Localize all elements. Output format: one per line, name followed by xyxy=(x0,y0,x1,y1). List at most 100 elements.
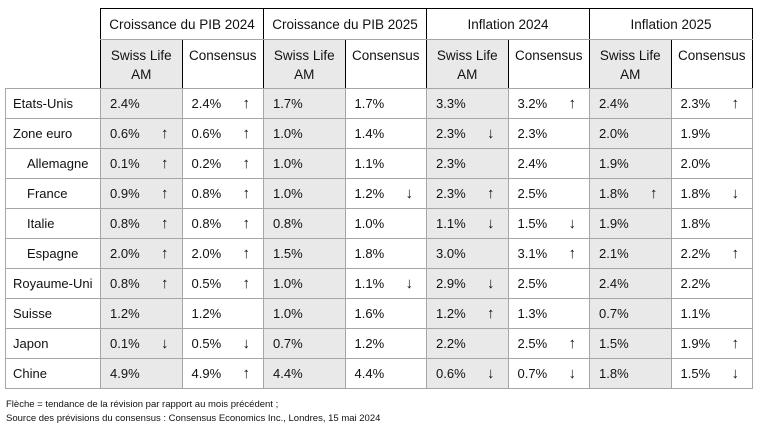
trend-up-arrow-icon: ↑ xyxy=(242,215,251,232)
table-row: Italie 0.8% ↑ 0.8% ↑ 0.8% 1.0% 1.1% ↓ 1.5% ↓ 1.9% 1.… xyxy=(5,208,754,239)
cell-value: 0.8% xyxy=(110,216,140,231)
cell-value: 0.1% xyxy=(110,336,140,351)
cell-content: 4.9% ↑ xyxy=(183,359,264,388)
consensus-cell: 2.0% xyxy=(670,148,754,179)
trend-up-arrow-icon: ↑ xyxy=(161,215,169,232)
trend-up-arrow-icon: ↑ xyxy=(242,95,251,112)
cell-content: 1.5% ↓ xyxy=(509,209,590,238)
cell-value: 1.9% xyxy=(599,216,629,231)
swiss-life-am-cell: 2.0% ↑ xyxy=(100,238,183,269)
consensus-cell: 0.8% ↑ xyxy=(181,208,264,239)
row-label: Japon xyxy=(5,328,101,359)
cell-value: 2.0% xyxy=(110,246,140,261)
table-row: Royaume-Uni 0.8% ↑ 0.5% ↑ 1.0% 1.1% ↓ 2.9% ↓ 2.5% 2… xyxy=(5,268,754,299)
swiss-life-am-cell: 2.3% ↓ xyxy=(426,118,509,149)
swiss-life-am-cell: 0.6% ↑ xyxy=(100,118,183,149)
cell-content: 1.0% xyxy=(264,119,345,148)
swiss-life-am-cell: 2.9% ↓ xyxy=(426,268,509,299)
cell-value: 2.0% xyxy=(680,156,711,171)
cell-content: 1.0% xyxy=(264,149,345,178)
swiss-life-am-cell: 0.7% xyxy=(589,298,672,329)
cell-content: 1.0% xyxy=(264,179,345,208)
consensus-cell: 1.0% xyxy=(344,208,427,239)
consensus-cell: 3.1% ↑ xyxy=(507,238,591,269)
cell-value: 0.9% xyxy=(110,186,140,201)
swiss-life-am-cell: 2.3% ↑ xyxy=(426,178,509,209)
trend-down-arrow-icon: ↓ xyxy=(487,275,495,292)
trend-up-arrow-icon: ↑ xyxy=(731,245,740,262)
consensus-cell: 3.2% ↑ xyxy=(507,88,591,119)
swiss-life-am-cell: 3.0% xyxy=(426,238,509,269)
cell-content: 2.3% ↑ xyxy=(427,179,508,208)
swiss-life-am-cell: 2.2% xyxy=(426,328,509,359)
cell-content: 1.0% xyxy=(346,209,427,238)
cell-content: 1.3% xyxy=(509,299,590,328)
trend-down-arrow-icon: ↓ xyxy=(487,365,495,382)
footnote-arrow-legend: Flèche = tendance de la révision par rap… xyxy=(6,399,279,410)
cell-content: 0.6% ↓ xyxy=(427,359,508,388)
cell-value: 2.2% xyxy=(436,336,466,351)
cell-value: 1.1% xyxy=(354,276,385,291)
cell-value: 0.7% xyxy=(273,336,303,351)
cell-value: 2.0% xyxy=(599,126,629,141)
subheader-consensus: Consensus xyxy=(507,39,591,89)
consensus-cell: 4.4% xyxy=(344,358,427,389)
swiss-life-am-cell: 1.0% xyxy=(263,148,346,179)
cell-value: 0.5% xyxy=(191,336,222,351)
cell-value: 1.0% xyxy=(354,216,385,231)
consensus-cell: 1.6% xyxy=(344,298,427,329)
cell-value: 2.4% xyxy=(599,96,629,111)
trend-down-arrow-icon: ↓ xyxy=(568,365,577,382)
cell-content: 0.8% ↑ xyxy=(183,209,264,238)
cell-content: 2.5% ↑ xyxy=(509,329,590,358)
consensus-cell: 1.1% xyxy=(670,298,754,329)
cell-value: 1.5% xyxy=(273,246,303,261)
trend-up-arrow-icon: ↑ xyxy=(242,365,251,382)
trend-down-arrow-icon: ↓ xyxy=(405,275,414,292)
cell-value: 1.6% xyxy=(354,306,385,321)
cell-content: 1.0% xyxy=(264,269,345,298)
swiss-life-am-cell: 0.7% xyxy=(263,328,346,359)
cell-value: 2.4% xyxy=(599,276,629,291)
cell-value: 2.1% xyxy=(599,246,629,261)
trend-up-arrow-icon: ↑ xyxy=(161,275,169,292)
trend-up-arrow-icon: ↑ xyxy=(242,155,251,172)
cell-value: 2.3% xyxy=(436,156,466,171)
trend-up-arrow-icon: ↑ xyxy=(487,305,495,322)
consensus-cell: 1.3% xyxy=(507,298,591,329)
trend-down-arrow-icon: ↓ xyxy=(731,365,740,382)
swiss-life-am-cell: 1.0% xyxy=(263,118,346,149)
swiss-life-am-cell: 0.8% xyxy=(263,208,346,239)
cell-content: 0.8% xyxy=(264,209,345,238)
group-header-pib-2025: Croissance du PIB 2025 xyxy=(263,8,427,40)
row-label: Allemagne xyxy=(5,148,101,179)
cell-value: 0.8% xyxy=(110,276,140,291)
cell-content: 2.2% ↑ xyxy=(672,239,753,268)
row-label: France xyxy=(5,178,101,209)
corner-cell xyxy=(5,8,101,40)
cell-content: 2.4% xyxy=(509,149,590,178)
cell-content: 0.1% ↓ xyxy=(101,329,182,358)
cell-content: 1.8% ↑ xyxy=(590,179,671,208)
swiss-life-am-cell: 2.4% xyxy=(589,268,672,299)
cell-content: 1.2% xyxy=(183,299,264,328)
row-label: Suisse xyxy=(5,298,101,329)
cell-value: 2.4% xyxy=(191,96,222,111)
cell-content: 2.0% xyxy=(590,119,671,148)
cell-content: 0.8% ↑ xyxy=(101,269,182,298)
cell-content: 1.7% xyxy=(346,89,427,118)
cell-value: 4.4% xyxy=(273,366,303,381)
cell-content: 1.9% xyxy=(672,119,753,148)
trend-up-arrow-icon: ↑ xyxy=(242,275,251,292)
cell-content: 0.5% ↑ xyxy=(183,269,264,298)
cell-content: 1.1% xyxy=(672,299,753,328)
row-label: Zone euro xyxy=(5,118,101,149)
cell-content: 2.0% ↑ xyxy=(101,239,182,268)
cell-content: 0.2% ↑ xyxy=(183,149,264,178)
cell-value: 2.4% xyxy=(517,156,548,171)
forecast-table: Croissance du PIB 2024 Croissance du PIB… xyxy=(5,8,754,389)
consensus-cell: 1.1% xyxy=(344,148,427,179)
cell-value: 4.9% xyxy=(191,366,222,381)
cell-value: 2.3% xyxy=(680,96,711,111)
cell-value: 1.1% xyxy=(680,306,711,321)
